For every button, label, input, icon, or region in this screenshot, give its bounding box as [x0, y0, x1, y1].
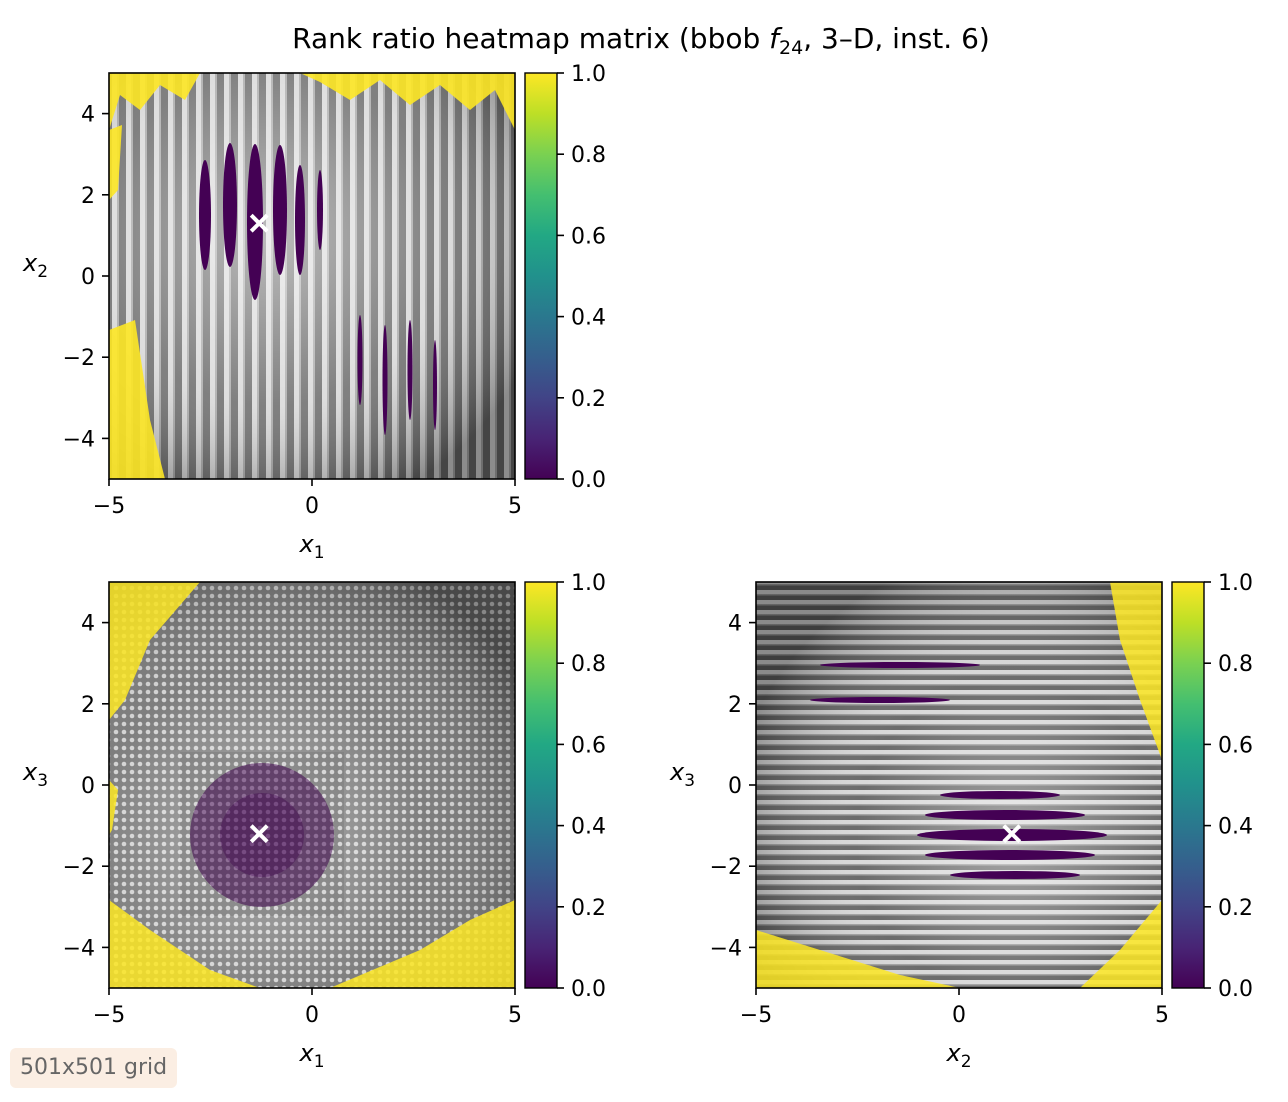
high-rank-region	[756, 582, 1162, 988]
colorbar-tick-label: 0.8	[1218, 652, 1253, 677]
y-tick-label: −4	[63, 936, 95, 961]
y-tick-label: 2	[81, 184, 95, 209]
colorbar-tick-label: 0.2	[571, 896, 606, 921]
colorbar-x1-x3: 0.0 0.2 0.4 0.6 0.8 1.0	[524, 571, 606, 1002]
chart-title: Rank ratio heatmap matrix (bbob f24, 3–D…	[292, 22, 990, 59]
y-tick-label: 0	[728, 774, 742, 799]
x-tick-label: 0	[952, 1003, 966, 1028]
optimum-marker	[1002, 824, 1022, 844]
x-tick-label: 5	[508, 494, 522, 519]
y-tick-label: −4	[63, 427, 95, 452]
heatmap-shading	[756, 582, 1162, 988]
colorbar-tick-label: 0.4	[1218, 815, 1253, 840]
colorbar-tick-label: 0.4	[571, 306, 606, 331]
y-tick-label: 0	[81, 774, 95, 799]
heatmap-panel-x2-x3	[756, 582, 1162, 988]
y-tick-label: −4	[710, 936, 742, 961]
optimum-cross-stroke	[249, 213, 269, 233]
grid-size-badge: 501x501 grid	[10, 1048, 178, 1088]
y-tick-label: 4	[81, 103, 95, 128]
colorbar-tick-label: 0.0	[571, 977, 606, 1002]
colorbar-tick-label: 0.4	[571, 815, 606, 840]
colorbar-tick-label: 0.6	[571, 224, 606, 249]
y-tick-label: −2	[63, 855, 95, 880]
optimum-marker	[249, 824, 269, 844]
heatmap-shading	[109, 73, 515, 479]
high-rank-region	[109, 73, 515, 479]
optimum-cross-stroke	[249, 824, 269, 844]
low-rank-region	[199, 143, 437, 435]
y-tick-label: −2	[710, 855, 742, 880]
y-tick-label: 2	[81, 693, 95, 718]
x-tick-label: 0	[305, 494, 319, 519]
colorbar-tick-label: 0.8	[571, 652, 606, 677]
colorbar-tick-label: 0.2	[1218, 896, 1253, 921]
x-axis-label: x1	[298, 530, 324, 563]
colorbar-tick-label: 0.0	[571, 468, 606, 493]
x-tick-label: 5	[508, 1003, 522, 1028]
colorbar-gradient	[524, 72, 558, 480]
y-axis-label: x3	[669, 758, 695, 791]
y-axis-label: x3	[22, 758, 48, 791]
colorbar-x2-x3: 0.0 0.2 0.4 0.6 0.8 1.0	[1171, 571, 1253, 1002]
y-tick-label: −2	[63, 346, 95, 371]
colorbar-tick-label: 1.0	[571, 571, 606, 596]
x-tick-label: −5	[93, 494, 125, 519]
low-rank-region	[810, 662, 1107, 879]
colorbar-tick-label: 0.2	[571, 387, 606, 412]
y-axis-label: x2	[22, 249, 48, 282]
y-tick-label: 0	[81, 265, 95, 290]
x-tick-label: 5	[1155, 1003, 1169, 1028]
x-axis-label: x1	[298, 1039, 324, 1072]
x-tick-label: 0	[305, 1003, 319, 1028]
y-tick-label: 2	[728, 693, 742, 718]
colorbar-x1-x2: 0.0 0.2 0.4 0.6 0.8 1.0	[524, 62, 606, 493]
y-tick-label: 4	[728, 612, 742, 637]
colorbar-tick-label: 1.0	[571, 62, 606, 87]
optimum-cross-stroke	[1002, 824, 1022, 844]
optimum-marker	[249, 213, 269, 233]
heatmap-panel-x1-x3	[109, 582, 515, 988]
colorbar-gradient	[524, 581, 558, 989]
heatmap-panel-x1-x2	[109, 73, 515, 479]
y-tick-label: 4	[81, 612, 95, 637]
colorbar-tick-label: 1.0	[1218, 571, 1253, 596]
x-tick-label: −5	[93, 1003, 125, 1028]
x-axis-label: x2	[945, 1039, 971, 1072]
colorbar-tick-label: 0.6	[1218, 733, 1253, 758]
colorbar-tick-label: 0.0	[1218, 977, 1253, 1002]
colorbar-tick-label: 0.8	[571, 143, 606, 168]
colorbar-tick-label: 0.6	[571, 733, 606, 758]
colorbar-gradient	[1171, 581, 1205, 989]
high-rank-region	[109, 582, 515, 988]
x-tick-label: −5	[740, 1003, 772, 1028]
